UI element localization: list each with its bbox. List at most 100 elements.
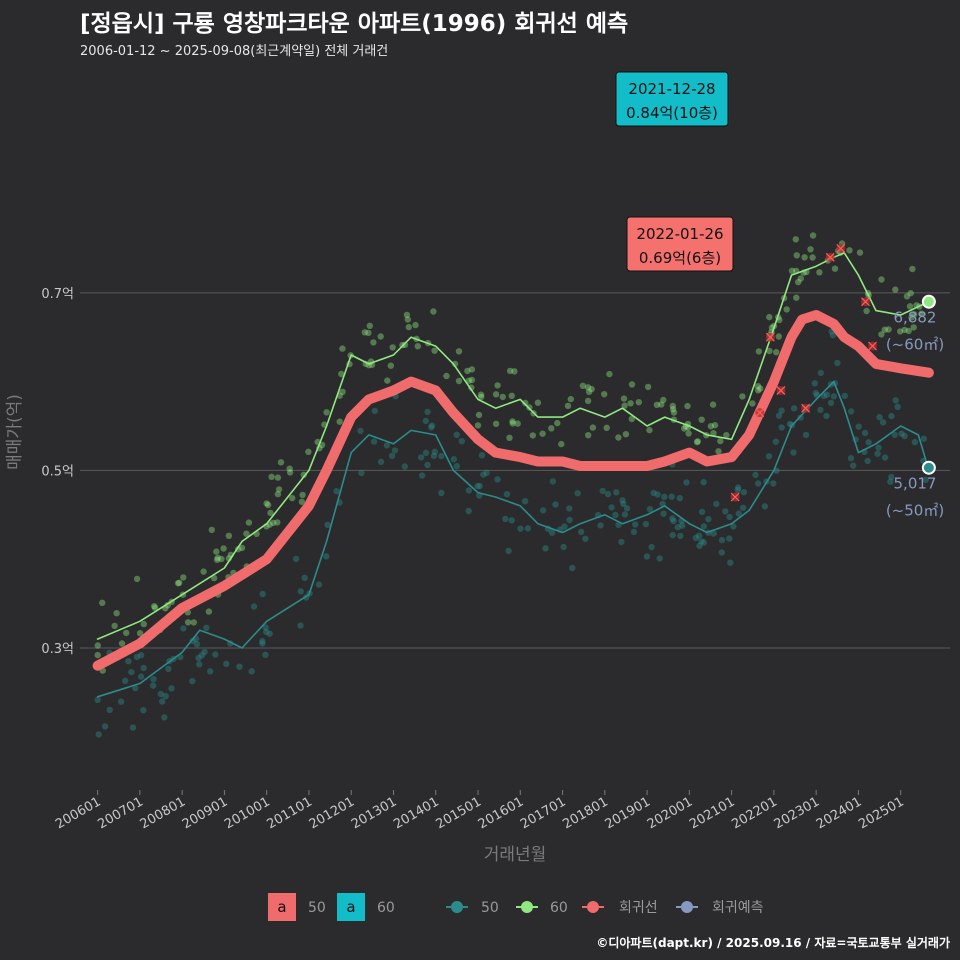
scatter-point: [660, 510, 667, 517]
scatter-point: [195, 654, 202, 662]
scatter-point: [681, 425, 688, 432]
scatter-point: [778, 407, 785, 414]
scatter-point: [542, 545, 549, 552]
scatter-point: [554, 419, 561, 427]
scatter-point: [809, 232, 817, 239]
scatter-point: [698, 416, 705, 423]
scatter-point: [305, 448, 312, 455]
scatter-point: [99, 599, 106, 606]
scatter-point: [669, 515, 676, 522]
scatter-point: [700, 479, 707, 486]
scatter-point: [492, 391, 500, 398]
callout-box-max: [615, 71, 729, 127]
legend-marker: [681, 901, 693, 913]
scatter-point: [856, 249, 864, 256]
scatter-point: [250, 603, 258, 610]
scatter-point: [494, 382, 501, 389]
scatter-point: [140, 620, 147, 628]
scatter-point: [529, 432, 536, 439]
scatter-point: [245, 519, 253, 526]
scatter-point: [196, 661, 203, 668]
scatter-point: [683, 479, 690, 486]
scatter-point: [176, 579, 183, 586]
scatter-point: [739, 504, 747, 511]
x-tick-label: 201901: [603, 794, 653, 832]
scatter-point: [377, 458, 385, 465]
scatter-point: [189, 637, 196, 644]
scatter-point: [384, 377, 391, 384]
scatter-point: [775, 412, 783, 419]
scatter-point: [907, 290, 914, 297]
scatter-point: [401, 463, 408, 470]
x-tick-label: 201001: [222, 794, 272, 832]
scatter-point: [508, 392, 515, 399]
callout-date: 2021-12-28: [628, 80, 715, 98]
callout-date: 2022-01-26: [636, 225, 723, 243]
scatter-point: [901, 432, 908, 440]
scatter-point: [539, 507, 547, 514]
scatter-point: [623, 505, 631, 512]
x-tick-label: 201701: [518, 794, 568, 832]
legend-marker: [587, 901, 599, 913]
scatter-point: [150, 675, 157, 683]
scatter-point: [118, 640, 126, 647]
scatter-point: [548, 529, 556, 536]
scatter-point: [534, 399, 542, 406]
scatter-point: [292, 555, 300, 563]
scatter-point: [861, 429, 869, 437]
scatter-point: [323, 409, 330, 416]
y-axis-title: 매매가(억): [5, 394, 25, 470]
legend-swatch-50: [268, 893, 296, 921]
x-tick-label: 200701: [95, 794, 145, 832]
scatter-point: [766, 347, 773, 355]
scatter-point: [388, 452, 396, 459]
scatter-point: [539, 430, 546, 437]
scatter-point: [474, 422, 482, 429]
scatter-point: [137, 652, 145, 659]
legend-swatch-letter: a: [346, 898, 355, 916]
scatter-point: [521, 498, 529, 505]
scatter-point: [274, 474, 282, 481]
scatter-point: [603, 424, 610, 431]
scatter-point: [465, 487, 473, 494]
scatter-point: [300, 471, 307, 478]
x-tick-label: 201601: [476, 794, 526, 832]
scatter-point: [773, 349, 780, 356]
scatter-point: [735, 510, 742, 517]
scatter-point: [297, 622, 304, 629]
scatter-point: [726, 513, 733, 521]
scatter-point: [878, 331, 885, 338]
scatter-point: [184, 619, 192, 626]
scatter-point: [428, 424, 435, 431]
scatter-point: [210, 574, 218, 582]
scatter-point: [151, 604, 159, 611]
callouts: 2021-12-28 0.84억(10층) 2022-01-26 0.69억(6층): [615, 71, 734, 272]
scatter-point: [715, 448, 722, 455]
scatter-point: [213, 556, 221, 563]
scatter-point: [790, 405, 798, 412]
scatter-point: [847, 455, 855, 462]
scatter-point: [268, 473, 275, 480]
forecast-point-50: [921, 460, 936, 475]
scatter-point: [383, 442, 391, 449]
scatter-point: [117, 698, 125, 705]
x-tick-label: 200801: [138, 794, 188, 832]
scatter-point: [749, 400, 756, 407]
scatter-point: [574, 490, 581, 497]
scatter-point: [885, 326, 892, 333]
scatter-point: [455, 348, 463, 355]
scatter-point: [722, 508, 729, 515]
scatter-point: [612, 511, 619, 519]
scatter-point: [660, 396, 667, 404]
scatter-point: [597, 522, 604, 529]
scatter-point: [888, 473, 895, 481]
scatter-point: [458, 438, 465, 445]
legend-label: 회귀선: [619, 900, 658, 916]
scatter-point: [909, 265, 916, 273]
scatter-point: [370, 438, 378, 445]
scatter-point: [190, 619, 197, 626]
scatter-point: [584, 397, 592, 405]
scatter-point: [582, 535, 589, 542]
scatter-point: [401, 341, 409, 348]
scatter-point: [772, 438, 780, 445]
